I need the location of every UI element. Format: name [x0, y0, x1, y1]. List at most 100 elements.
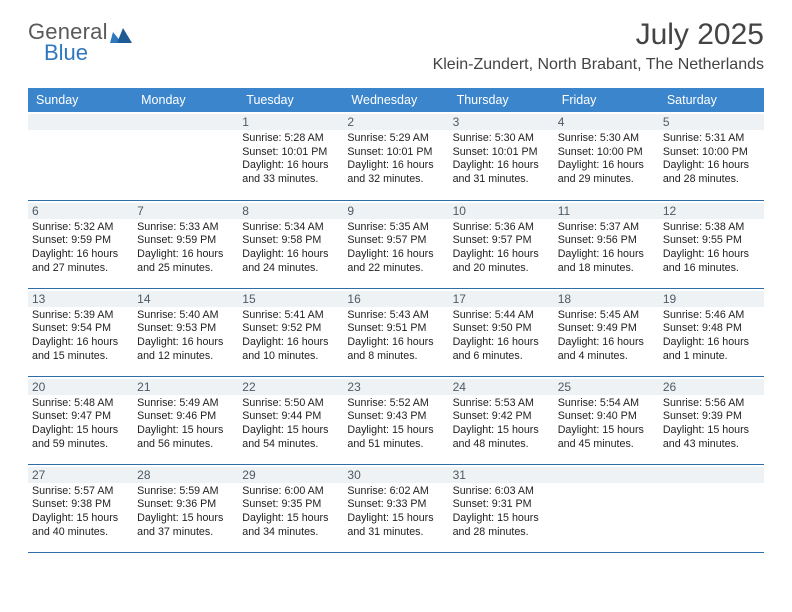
sunrise-line: Sunrise: 5:45 AM: [558, 309, 655, 323]
day-info: Sunrise: 5:49 AMSunset: 9:46 PMDaylight:…: [137, 397, 234, 452]
day-wrap: 16Sunrise: 5:43 AMSunset: 9:51 PMDayligh…: [343, 289, 448, 368]
day-wrap: 8Sunrise: 5:34 AMSunset: 9:58 PMDaylight…: [238, 201, 343, 280]
calendar-row: 20Sunrise: 5:48 AMSunset: 9:47 PMDayligh…: [28, 376, 764, 464]
sunset-line: Sunset: 9:47 PM: [32, 410, 129, 424]
sunrise-line: Sunrise: 5:52 AM: [347, 397, 444, 411]
calendar-cell: [28, 112, 133, 200]
calendar-cell: 3Sunrise: 5:30 AMSunset: 10:01 PMDayligh…: [449, 112, 554, 200]
sunset-line: Sunset: 10:01 PM: [453, 146, 550, 160]
day-header: Wednesday: [343, 88, 448, 112]
calendar-cell: 17Sunrise: 5:44 AMSunset: 9:50 PMDayligh…: [449, 288, 554, 376]
day-number: 26: [659, 379, 764, 395]
day-number-empty: [659, 467, 764, 483]
day-number: 22: [238, 379, 343, 395]
sunset-line: Sunset: 9:43 PM: [347, 410, 444, 424]
day-wrap: 1Sunrise: 5:28 AMSunset: 10:01 PMDayligh…: [238, 112, 343, 191]
sunset-line: Sunset: 9:52 PM: [242, 322, 339, 336]
sunrise-line: Sunrise: 5:57 AM: [32, 485, 129, 499]
day-wrap: 23Sunrise: 5:52 AMSunset: 9:43 PMDayligh…: [343, 377, 448, 456]
daylight-line: Daylight: 15 hours and 45 minutes.: [558, 424, 655, 451]
daylight-line: Daylight: 15 hours and 48 minutes.: [453, 424, 550, 451]
sunset-line: Sunset: 9:48 PM: [663, 322, 760, 336]
day-wrap: 28Sunrise: 5:59 AMSunset: 9:36 PMDayligh…: [133, 465, 238, 544]
sunset-line: Sunset: 10:01 PM: [242, 146, 339, 160]
daylight-line: Daylight: 15 hours and 59 minutes.: [32, 424, 129, 451]
calendar-cell: 18Sunrise: 5:45 AMSunset: 9:49 PMDayligh…: [554, 288, 659, 376]
day-wrap: 26 Sunrise: 5:56 AMSunset: 9:39 PMDayligh…: [659, 377, 764, 456]
calendar-cell: 30Sunrise: 6:02 AMSunset: 9:33 PMDayligh…: [343, 464, 448, 552]
calendar-row: 1Sunrise: 5:28 AMSunset: 10:01 PMDayligh…: [28, 112, 764, 200]
day-number: 23: [343, 379, 448, 395]
sunset-line: Sunset: 9:40 PM: [558, 410, 655, 424]
day-number: 14: [133, 291, 238, 307]
day-number: 13: [28, 291, 133, 307]
day-number: 5: [659, 114, 764, 130]
calendar-cell: [554, 464, 659, 552]
daylight-line: Daylight: 16 hours and 6 minutes.: [453, 336, 550, 363]
title-block: July 2025 Klein-Zundert, North Brabant, …: [433, 18, 764, 74]
calendar-cell: 20Sunrise: 5:48 AMSunset: 9:47 PMDayligh…: [28, 376, 133, 464]
day-info: Sunrise: 5:48 AMSunset: 9:47 PMDaylight:…: [32, 397, 129, 452]
sunrise-line: Sunrise: 6:03 AM: [453, 485, 550, 499]
day-header: Saturday: [659, 88, 764, 112]
day-number: 17: [449, 291, 554, 307]
day-wrap: 21Sunrise: 5:49 AMSunset: 9:46 PMDayligh…: [133, 377, 238, 456]
day-wrap: 15Sunrise: 5:41 AMSunset: 9:52 PMDayligh…: [238, 289, 343, 368]
logo-text-blue: Blue: [28, 43, 132, 64]
day-info: Sunrise: 5:57 AMSunset: 9:38 PMDaylight:…: [32, 485, 129, 540]
sunrise-line: Sunrise: 5:44 AM: [453, 309, 550, 323]
calendar-cell: 7Sunrise: 5:33 AMSunset: 9:59 PMDaylight…: [133, 200, 238, 288]
day-info: Sunrise: 6:00 AMSunset: 9:35 PMDaylight:…: [242, 485, 339, 540]
day-number: 29: [238, 467, 343, 483]
daylight-line: Daylight: 15 hours and 40 minutes.: [32, 512, 129, 539]
day-number: 4: [554, 114, 659, 130]
day-info: Sunrise: 5:38 AMSunset: 9:55 PMDaylight:…: [663, 221, 760, 276]
daylight-line: Daylight: 16 hours and 33 minutes.: [242, 159, 339, 186]
calendar-cell: 8Sunrise: 5:34 AMSunset: 9:58 PMDaylight…: [238, 200, 343, 288]
sunset-line: Sunset: 9:31 PM: [453, 498, 550, 512]
sunrise-line: Sunrise: 5:50 AM: [242, 397, 339, 411]
day-number: 16: [343, 291, 448, 307]
sunrise-line: Sunrise: 5:29 AM: [347, 132, 444, 146]
day-wrap: 14Sunrise: 5:40 AMSunset: 9:53 PMDayligh…: [133, 289, 238, 368]
sunset-line: Sunset: 9:33 PM: [347, 498, 444, 512]
day-number: 11: [554, 203, 659, 219]
calendar-cell: 27Sunrise: 5:57 AMSunset: 9:38 PMDayligh…: [28, 464, 133, 552]
sunrise-line: Sunrise: 5:35 AM: [347, 221, 444, 235]
day-wrap: 30Sunrise: 6:02 AMSunset: 9:33 PMDayligh…: [343, 465, 448, 544]
month-title: July 2025: [433, 18, 764, 52]
day-header: Monday: [133, 88, 238, 112]
day-number: 31: [449, 467, 554, 483]
day-header: Tuesday: [238, 88, 343, 112]
calendar-cell: 14Sunrise: 5:40 AMSunset: 9:53 PMDayligh…: [133, 288, 238, 376]
day-info: Sunrise: 5:56 AMSunset: 9:39 PMDaylight:…: [663, 397, 760, 452]
sunset-line: Sunset: 9:57 PM: [347, 234, 444, 248]
daylight-line: Daylight: 16 hours and 10 minutes.: [242, 336, 339, 363]
day-wrap: 5Sunrise: 5:31 AMSunset: 10:00 PMDayligh…: [659, 112, 764, 191]
sunset-line: Sunset: 10:00 PM: [558, 146, 655, 160]
day-wrap: 17Sunrise: 5:44 AMSunset: 9:50 PMDayligh…: [449, 289, 554, 368]
sunrise-line: Sunrise: 5:32 AM: [32, 221, 129, 235]
sunset-line: Sunset: 9:59 PM: [32, 234, 129, 248]
day-info: Sunrise: 5:53 AMSunset: 9:42 PMDaylight:…: [453, 397, 550, 452]
sunrise-line: Sunrise: 6:02 AM: [347, 485, 444, 499]
day-wrap: 3Sunrise: 5:30 AMSunset: 10:01 PMDayligh…: [449, 112, 554, 191]
day-wrap: 29 Sunrise: 6:00 AMSunset: 9:35 PMDayligh…: [238, 465, 343, 544]
daylight-line: Daylight: 16 hours and 27 minutes.: [32, 248, 129, 275]
day-info: Sunrise: 5:34 AMSunset: 9:58 PMDaylight:…: [242, 221, 339, 276]
day-info: Sunrise: 5:46 AMSunset: 9:48 PMDaylight:…: [663, 309, 760, 364]
day-number: 2: [343, 114, 448, 130]
day-info: Sunrise: 5:36 AMSunset: 9:57 PMDaylight:…: [453, 221, 550, 276]
sunset-line: Sunset: 9:38 PM: [32, 498, 129, 512]
sunset-line: Sunset: 9:49 PM: [558, 322, 655, 336]
header: GeneralBlue July 2025 Klein-Zundert, Nor…: [28, 18, 764, 74]
sunset-line: Sunset: 10:01 PM: [347, 146, 444, 160]
day-wrap: 19 Sunrise: 5:46 AMSunset: 9:48 PMDayligh…: [659, 289, 764, 368]
sunset-line: Sunset: 9:42 PM: [453, 410, 550, 424]
calendar-cell: 29 Sunrise: 6:00 AMSunset: 9:35 PMDayligh…: [238, 464, 343, 552]
calendar-cell: 9Sunrise: 5:35 AMSunset: 9:57 PMDaylight…: [343, 200, 448, 288]
day-info: Sunrise: 5:37 AMSunset: 9:56 PMDaylight:…: [558, 221, 655, 276]
day-number: 19: [659, 291, 764, 307]
daylight-line: Daylight: 16 hours and 25 minutes.: [137, 248, 234, 275]
sunrise-line: Sunrise: 5:53 AM: [453, 397, 550, 411]
